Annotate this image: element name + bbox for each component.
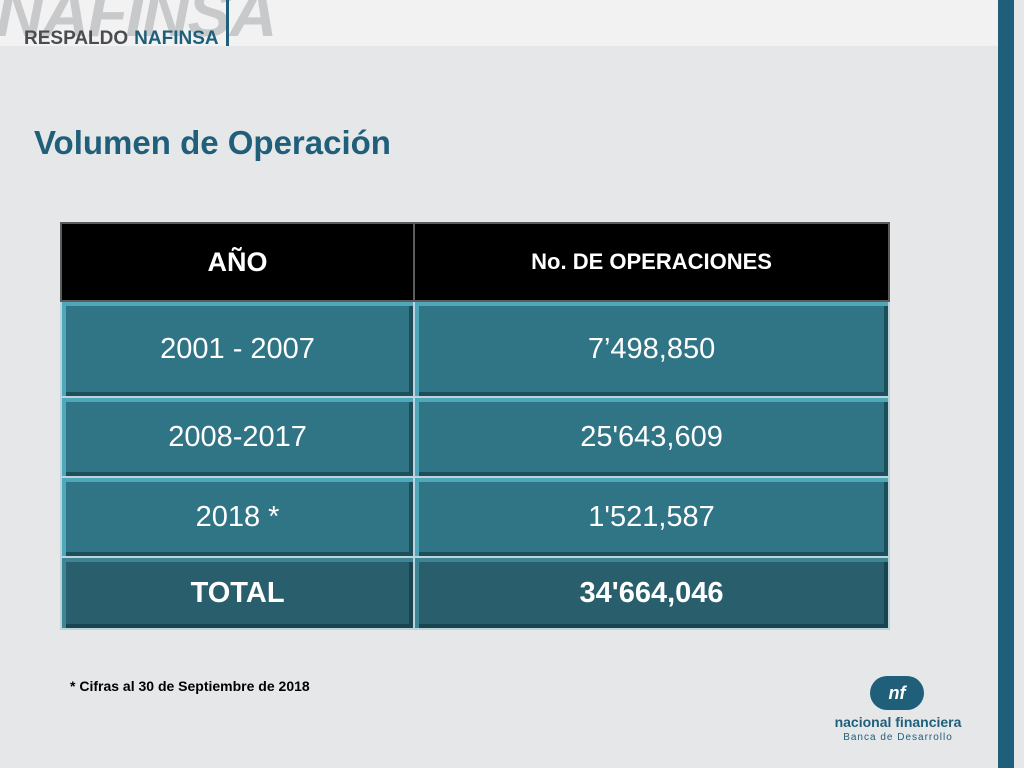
logo-name: nacional financiera: [834, 714, 962, 730]
table-header-row: AÑO No. DE OPERACIONES: [59, 222, 890, 302]
total-label: TOTAL: [59, 556, 416, 630]
top-banner: NAFINSA RESPALDO NAFINSA: [0, 0, 998, 50]
total-value: 34'664,046: [413, 556, 890, 630]
year-cell: 2008-2017: [59, 396, 416, 478]
nafinsa-watermark: NAFINSA: [0, 0, 277, 50]
logo-subtitle: Banca de Desarrollo: [843, 732, 953, 743]
total-row: TOTAL 34'664,046: [59, 556, 890, 630]
operations-cell: 1'521,587: [413, 476, 890, 558]
table-row: 2001 - 2007 7’498,850: [59, 300, 890, 398]
operations-cell: 7’498,850: [413, 300, 890, 398]
page-title: Volumen de Operación: [34, 124, 391, 161]
year-cell: 2001 - 2007: [59, 300, 416, 398]
header-operations: No. DE OPERACIONES: [413, 222, 890, 302]
brand-left: RESPALDO: [24, 28, 129, 49]
footnote: * Cifras al 30 de Septiembre de 2018: [70, 678, 310, 694]
brand-divider: [226, 0, 229, 46]
year-cell: 2018 *: [59, 476, 416, 558]
header-year: AÑO: [59, 222, 416, 302]
brand-right: NAFINSA: [134, 28, 219, 49]
nacional-financiera-logo: nf nacional financiera Banca de Desarrol…: [828, 676, 968, 746]
brand-label: RESPALDO NAFINSA: [24, 28, 219, 50]
table-row: 2008-2017 25'643,609: [59, 396, 890, 478]
operations-table: AÑO No. DE OPERACIONES 2001 - 2007 7’498…: [59, 222, 890, 630]
operations-cell: 25'643,609: [413, 396, 890, 478]
nf-logo-icon: nf: [870, 676, 924, 710]
right-accent-bar: [998, 0, 1014, 768]
table-row: 2018 * 1'521,587: [59, 476, 890, 558]
